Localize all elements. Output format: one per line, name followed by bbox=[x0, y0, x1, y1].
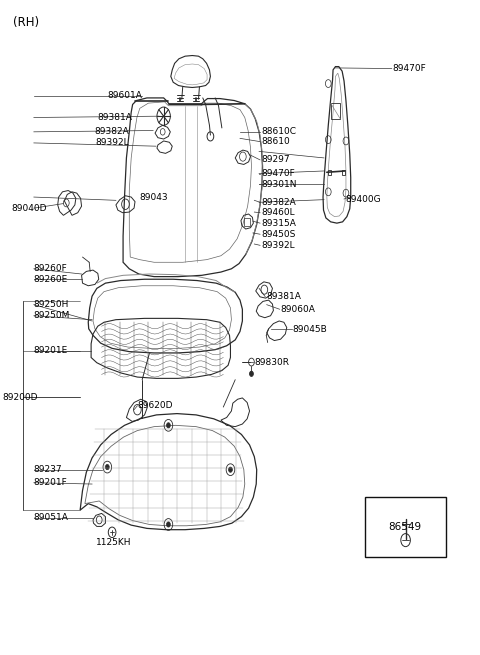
Text: 89201E: 89201E bbox=[34, 346, 68, 356]
Text: 89051A: 89051A bbox=[34, 514, 69, 523]
Text: 89237: 89237 bbox=[34, 465, 62, 474]
Bar bbox=[365, 497, 446, 557]
Text: 89382A: 89382A bbox=[262, 198, 296, 207]
Circle shape bbox=[250, 371, 253, 377]
Text: 89043: 89043 bbox=[140, 193, 168, 202]
Text: 89470F: 89470F bbox=[393, 64, 426, 73]
Text: 89392L: 89392L bbox=[262, 241, 295, 250]
Circle shape bbox=[228, 467, 232, 472]
Text: 89060A: 89060A bbox=[281, 305, 315, 314]
Text: 88610: 88610 bbox=[262, 137, 290, 146]
Text: 89045B: 89045B bbox=[292, 325, 327, 334]
Text: 89297: 89297 bbox=[262, 155, 290, 164]
Text: 89201F: 89201F bbox=[34, 478, 68, 487]
Text: 86549: 86549 bbox=[388, 522, 421, 532]
Circle shape bbox=[106, 464, 109, 470]
Bar bbox=[342, 170, 345, 175]
Text: 89460L: 89460L bbox=[262, 208, 295, 217]
Text: 89260E: 89260E bbox=[34, 274, 68, 284]
Text: 89382A: 89382A bbox=[95, 127, 129, 136]
Circle shape bbox=[167, 522, 170, 527]
Text: 89250H: 89250H bbox=[34, 300, 69, 309]
Text: 89200D: 89200D bbox=[2, 393, 38, 402]
Circle shape bbox=[167, 422, 170, 428]
Text: 89260F: 89260F bbox=[34, 265, 68, 273]
Text: (RH): (RH) bbox=[13, 16, 39, 29]
Text: 89040D: 89040D bbox=[11, 204, 47, 213]
Text: 89381A: 89381A bbox=[98, 113, 132, 122]
Text: 89392L: 89392L bbox=[96, 138, 129, 147]
Text: 89620D: 89620D bbox=[137, 402, 173, 410]
Text: 89250M: 89250M bbox=[34, 311, 70, 320]
Text: 89830R: 89830R bbox=[254, 358, 289, 367]
Bar bbox=[328, 170, 331, 175]
Bar bbox=[244, 218, 250, 226]
Text: 89381A: 89381A bbox=[266, 292, 301, 301]
Text: 1125KH: 1125KH bbox=[96, 538, 132, 547]
Text: 89315A: 89315A bbox=[262, 219, 296, 228]
Text: 89400G: 89400G bbox=[345, 195, 381, 204]
Text: 88610C: 88610C bbox=[262, 127, 297, 136]
Text: 89301N: 89301N bbox=[262, 179, 297, 189]
Text: 89601A: 89601A bbox=[108, 92, 142, 100]
Text: 89470F: 89470F bbox=[262, 169, 295, 178]
Text: 89450S: 89450S bbox=[262, 230, 296, 238]
